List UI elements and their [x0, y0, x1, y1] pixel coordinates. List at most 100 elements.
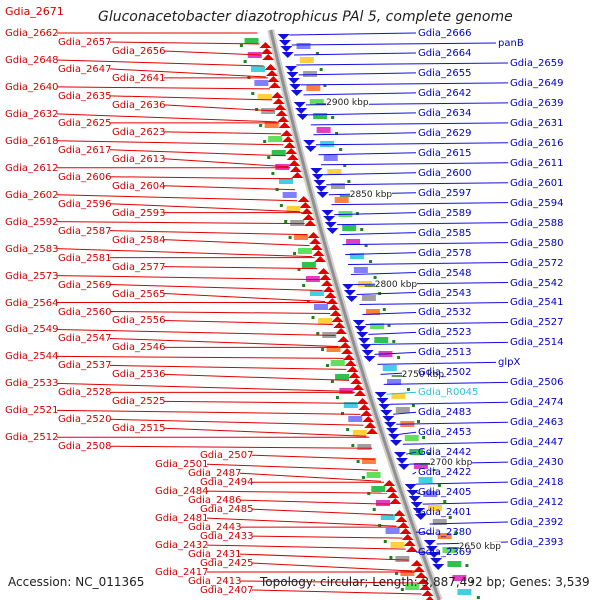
gene-label-gdia-2565[interactable]: Gdia_2565 — [112, 288, 166, 300]
gene-label-gdia-2635[interactable]: Gdia_2635 — [58, 90, 112, 102]
gene-label-gdia-2556[interactable]: Gdia_2556 — [112, 315, 166, 327]
gene-label-gdia-2631[interactable]: Gdia_2631 — [510, 117, 564, 129]
gene-label-gdia-2432[interactable]: Gdia_2432 — [155, 540, 209, 552]
gene-label-gdia-2655[interactable]: Gdia_2655 — [418, 67, 472, 79]
gene-label-gdia-2542[interactable]: Gdia_2542 — [510, 277, 564, 289]
gene-label-gdia-2483[interactable]: Gdia_2483 — [418, 407, 472, 419]
gene-label-gdia-2659[interactable]: Gdia_2659 — [510, 57, 564, 69]
gene-label-gdia-2666[interactable]: Gdia_2666 — [418, 28, 472, 39]
gene-label-gdia-2588[interactable]: Gdia_2588 — [510, 217, 564, 229]
gene-label-gdia-2417[interactable]: Gdia_2417 — [155, 567, 209, 579]
gene-label-gdia-2515[interactable]: Gdia_2515 — [112, 423, 166, 435]
gene-label-gdia-2463[interactable]: Gdia_2463 — [510, 417, 564, 429]
gene-label-gdia-2634[interactable]: Gdia_2634 — [418, 107, 472, 119]
gene-label-gdia-2611[interactable]: Gdia_2611 — [510, 157, 564, 169]
gene-label-gdia-2642[interactable]: Gdia_2642 — [418, 87, 472, 99]
gene-label-gdia-2657[interactable]: Gdia_2657 — [58, 36, 112, 48]
gene-label-gdia-2592[interactable]: Gdia_2592 — [5, 216, 59, 228]
gene-label-gdia-2430[interactable]: Gdia_2430 — [510, 457, 564, 469]
gene-label-gdia-2623[interactable]: Gdia_2623 — [112, 126, 166, 138]
gene-label-gdia-2523[interactable]: Gdia_2523 — [418, 327, 472, 339]
gene-label-gdia-2613[interactable]: Gdia_2613 — [112, 153, 166, 165]
gene-label-gdia-2494[interactable]: Gdia_2494 — [200, 477, 254, 489]
gene-label-gdia-2641[interactable]: Gdia_2641 — [112, 72, 166, 84]
gene-label-gdia-2541[interactable]: Gdia_2541 — [510, 297, 564, 309]
gene-label-gdia-2508[interactable]: Gdia_2508 — [58, 441, 112, 453]
gene-label-gdia-2537[interactable]: Gdia_2537 — [58, 360, 112, 372]
gene-label-gdia-2525[interactable]: Gdia_2525 — [112, 396, 166, 408]
gene-label-gdia-2487[interactable]: Gdia_2487 — [188, 468, 242, 480]
gene-label-gdia-2544[interactable]: Gdia_2544 — [5, 351, 59, 363]
gene-label-gdia-2506[interactable]: Gdia_2506 — [510, 377, 564, 389]
gene-label-gdia-2596[interactable]: Gdia_2596 — [58, 198, 112, 210]
gene-label-gdia-2433[interactable]: Gdia_2433 — [200, 531, 254, 543]
gene-label-gdia-2425[interactable]: Gdia_2425 — [200, 558, 254, 570]
gene-label-gdia-2407[interactable]: Gdia_2407 — [200, 585, 254, 596]
gene-label-gdia-2413[interactable]: Gdia_2413 — [188, 576, 242, 588]
gene-label-gdia-2629[interactable]: Gdia_2629 — [418, 127, 472, 139]
gene-label-gdia-2422[interactable]: Gdia_2422 — [418, 467, 472, 479]
gene-label-gdia-2369[interactable]: Gdia_2369 — [418, 547, 472, 558]
gene-label-gdia-2546[interactable]: Gdia_2546 — [112, 342, 166, 354]
gene-label-gdia-2578[interactable]: Gdia_2578 — [418, 247, 472, 259]
gene-label-gdia-2647[interactable]: Gdia_2647 — [58, 63, 112, 75]
gene-label-gdia-2604[interactable]: Gdia_2604 — [112, 180, 166, 192]
gene-label-gdia-2486[interactable]: Gdia_2486 — [188, 495, 242, 507]
gene-label-gdia-2392[interactable]: Gdia_2392 — [510, 517, 564, 529]
gene-label-gdia-2442[interactable]: Gdia_2442 — [418, 447, 472, 459]
gene-label-gdia-2520[interactable]: Gdia_2520 — [58, 414, 112, 426]
gene-label-gdia-2502[interactable]: Gdia_2502 — [418, 367, 472, 379]
gene-label-gdia-2583[interactable]: Gdia_2583 — [5, 243, 59, 255]
gene-label-gdia-2484[interactable]: Gdia_2484 — [155, 486, 209, 498]
gene-label-gdia-2543[interactable]: Gdia_2543 — [418, 287, 472, 299]
gene-label-gdia-2547[interactable]: Gdia_2547 — [58, 333, 112, 345]
gene-label-gdia-2532[interactable]: Gdia_2532 — [418, 307, 472, 319]
gene-label-gdia-2600[interactable]: Gdia_2600 — [418, 167, 472, 179]
gene-label-gdia-2569[interactable]: Gdia_2569 — [58, 279, 112, 291]
gene-label-gdia-2474[interactable]: Gdia_2474 — [510, 397, 564, 409]
gene-label-gdia-2514[interactable]: Gdia_2514 — [510, 337, 564, 349]
corner-gene-label[interactable]: Gdia_2671 — [5, 5, 64, 18]
gene-label-gdia-2589[interactable]: Gdia_2589 — [418, 207, 472, 219]
gene-label-gdia-2572[interactable]: Gdia_2572 — [510, 257, 564, 269]
gene-label-gdia-r0045[interactable]: Gdia_R0045 — [418, 387, 479, 399]
gene-label-gdia-2593[interactable]: Gdia_2593 — [112, 207, 166, 219]
gene-label-gdia-2443[interactable]: Gdia_2443 — [188, 522, 242, 534]
gene-label-gdia-2453[interactable]: Gdia_2453 — [418, 427, 472, 439]
gene-label-gdia-2527[interactable]: Gdia_2527 — [510, 317, 564, 329]
gene-label-gdia-2639[interactable]: Gdia_2639 — [510, 97, 564, 109]
gene-label-gdia-2618[interactable]: Gdia_2618 — [5, 135, 59, 147]
gene-label-gdia-2560[interactable]: Gdia_2560 — [58, 306, 112, 318]
gene-label-gdia-2580[interactable]: Gdia_2580 — [510, 237, 564, 249]
gene-label-gdia-2513[interactable]: Gdia_2513 — [418, 347, 472, 359]
gene-label-gdia-2581[interactable]: Gdia_2581 — [58, 252, 112, 264]
gene-label-gdia-2632[interactable]: Gdia_2632 — [5, 108, 59, 120]
gene-label-gdia-2549[interactable]: Gdia_2549 — [5, 324, 59, 336]
gene-label-gdia-2585[interactable]: Gdia_2585 — [418, 227, 472, 239]
gene-label-gdia-2606[interactable]: Gdia_2606 — [58, 171, 112, 183]
gene-label-gdia-2528[interactable]: Gdia_2528 — [58, 387, 112, 399]
gene-label-gdia-2533[interactable]: Gdia_2533 — [5, 378, 59, 390]
gene-label-gdia-2481[interactable]: Gdia_2481 — [155, 513, 209, 525]
gene-label-gdia-2564[interactable]: Gdia_2564 — [5, 297, 59, 309]
gene-label-gdia-2501[interactable]: Gdia_2501 — [155, 459, 209, 471]
gene-label-gdia-2393[interactable]: Gdia_2393 — [510, 537, 564, 549]
gene-label-gdia-2640[interactable]: Gdia_2640 — [5, 81, 59, 93]
gene-label-gdia-2648[interactable]: Gdia_2648 — [5, 54, 59, 66]
gene-label-gdia-2401[interactable]: Gdia_2401 — [418, 507, 472, 519]
gene-label-gdia-2521[interactable]: Gdia_2521 — [5, 405, 59, 417]
gene-label-gdia-2612[interactable]: Gdia_2612 — [5, 162, 59, 174]
gene-label-gdia-2512[interactable]: Gdia_2512 — [5, 432, 59, 444]
gene-label-gdia-2617[interactable]: Gdia_2617 — [58, 144, 112, 156]
gene-label-gdia-2405[interactable]: Gdia_2405 — [418, 487, 472, 499]
gene-label-gdia-2447[interactable]: Gdia_2447 — [510, 437, 564, 449]
gene-label-gdia-2662[interactable]: Gdia_2662 — [5, 28, 59, 39]
gene-label-gdia-2418[interactable]: Gdia_2418 — [510, 477, 564, 489]
gene-label-gdia-2507[interactable]: Gdia_2507 — [200, 450, 254, 462]
gene-label-gdia-2584[interactable]: Gdia_2584 — [112, 234, 166, 246]
gene-label-glpx[interactable]: glpX — [498, 357, 521, 369]
gene-label-gdia-2597[interactable]: Gdia_2597 — [418, 187, 472, 199]
gene-label-gdia-2601[interactable]: Gdia_2601 — [510, 177, 564, 189]
gene-label-gdia-2548[interactable]: Gdia_2548 — [418, 267, 472, 279]
gene-label-panb[interactable]: panB — [498, 37, 524, 49]
